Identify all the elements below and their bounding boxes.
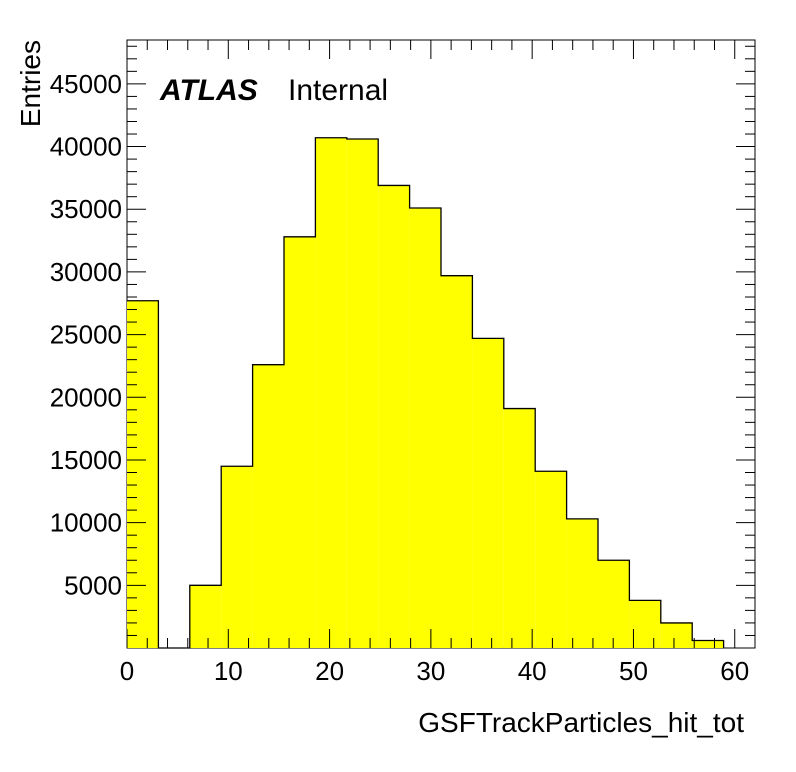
histogram-outline xyxy=(127,137,725,649)
y-tick-label: 5000 xyxy=(64,570,122,600)
histogram-bar xyxy=(409,207,441,648)
atlas-label: ATLAS xyxy=(159,74,258,107)
x-tick-label: 50 xyxy=(619,656,648,686)
axes xyxy=(126,40,756,648)
y-tick-label: 15000 xyxy=(50,445,122,475)
x-tick-label: 10 xyxy=(214,656,243,686)
histogram-bar xyxy=(378,185,410,648)
x-tick-label: 40 xyxy=(518,656,547,686)
histogram-bar xyxy=(566,518,598,648)
histogram-bar xyxy=(221,466,253,648)
histogram-bar xyxy=(346,139,379,649)
histogram-bar xyxy=(692,640,724,648)
y-axis-title: Entries xyxy=(15,40,46,127)
y-tick-label: 45000 xyxy=(50,69,122,99)
y-tick-label: 40000 xyxy=(50,132,122,162)
y-tick-label: 30000 xyxy=(50,257,122,287)
histogram-bar xyxy=(315,137,347,649)
x-tick-label: 0 xyxy=(120,656,134,686)
histogram-bar xyxy=(503,408,536,648)
histogram-bar xyxy=(472,338,504,648)
histogram-bar xyxy=(189,585,222,648)
tick-labels: 0 10 20 30 40 50 60 5000 10000 15000 20000 25000 300… xyxy=(50,69,750,686)
histogram-bar xyxy=(660,622,693,648)
internal-label: Internal xyxy=(288,74,388,107)
histogram-bar xyxy=(252,364,284,648)
x-tick-label: 60 xyxy=(720,656,749,686)
histogram-bars xyxy=(127,137,725,649)
histogram-bar xyxy=(284,236,316,648)
y-tick-label: 35000 xyxy=(50,194,122,224)
histogram-bar xyxy=(535,471,567,648)
y-tick-label: 20000 xyxy=(50,382,122,412)
x-tick-label: 30 xyxy=(416,656,445,686)
histogram-bar xyxy=(598,560,630,648)
histogram-bar xyxy=(629,600,661,648)
histogram-bar xyxy=(441,275,473,648)
x-axis-title: GSFTrackParticles_hit_tot xyxy=(418,707,744,738)
x-tick-label: 20 xyxy=(315,656,344,686)
histogram-bar xyxy=(127,300,159,648)
y-tick-label: 10000 xyxy=(50,508,122,538)
y-tick-label: 25000 xyxy=(50,320,122,350)
